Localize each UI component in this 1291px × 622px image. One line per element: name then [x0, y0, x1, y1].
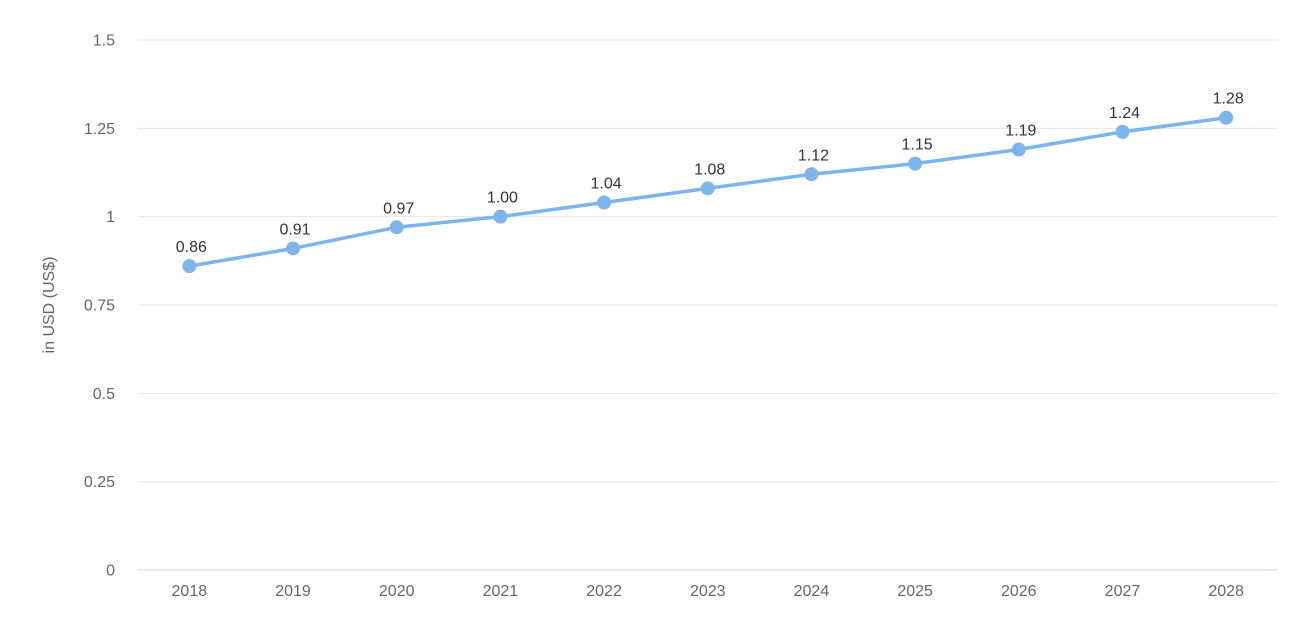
data-point-marker[interactable]	[389, 220, 404, 235]
x-axis-tick-label: 2028	[1208, 583, 1244, 600]
data-point-marker[interactable]	[286, 241, 301, 256]
data-point-label: 0.97	[383, 200, 414, 217]
data-point-marker[interactable]	[700, 181, 715, 196]
x-axis-tick-label: 2022	[586, 583, 622, 600]
data-point-marker[interactable]	[804, 167, 819, 182]
x-axis-tick-label: 2020	[379, 583, 415, 600]
y-axis-tick-label: 1.25	[84, 121, 115, 138]
x-axis-tick-label: 2026	[1001, 583, 1037, 600]
data-point-label: 0.91	[279, 221, 310, 238]
data-point-marker[interactable]	[1219, 110, 1234, 125]
x-axis-tick-label: 2027	[1105, 583, 1141, 600]
data-point-marker[interactable]	[493, 209, 508, 224]
data-point-label: 1.04	[590, 176, 621, 193]
data-point-label: 1.28	[1213, 91, 1244, 108]
data-point-label: 1.24	[1109, 105, 1140, 122]
y-axis-tick-label: 1.5	[93, 33, 115, 50]
data-point-marker[interactable]	[1011, 142, 1026, 157]
data-point-marker[interactable]	[182, 259, 197, 274]
data-point-marker[interactable]	[908, 156, 923, 171]
data-point-label: 1.19	[1005, 123, 1036, 140]
y-axis-title: in USD (US$)	[41, 257, 58, 354]
y-axis-tick-label: 0.25	[84, 474, 115, 491]
data-point-marker[interactable]	[597, 195, 612, 210]
data-point-label: 1.12	[798, 147, 829, 164]
data-point-label: 1.00	[487, 190, 518, 207]
y-axis-tick-label: 0	[106, 563, 115, 580]
x-axis-tick-label: 2019	[275, 583, 311, 600]
x-axis-tick-label: 2024	[794, 583, 830, 600]
x-axis-tick-label: 2018	[172, 583, 208, 600]
y-axis-tick-label: 0.5	[93, 386, 115, 403]
data-point-label: 1.08	[694, 161, 725, 178]
y-axis-tick-label: 1	[106, 209, 115, 226]
data-point-label: 1.15	[902, 137, 933, 154]
x-axis-tick-label: 2023	[690, 583, 726, 600]
data-point-marker[interactable]	[1115, 124, 1130, 139]
y-axis-tick-label: 0.75	[84, 298, 115, 315]
data-point-label: 0.86	[176, 239, 207, 256]
x-axis-tick-label: 2025	[897, 583, 933, 600]
x-axis-tick-label: 2021	[483, 583, 519, 600]
